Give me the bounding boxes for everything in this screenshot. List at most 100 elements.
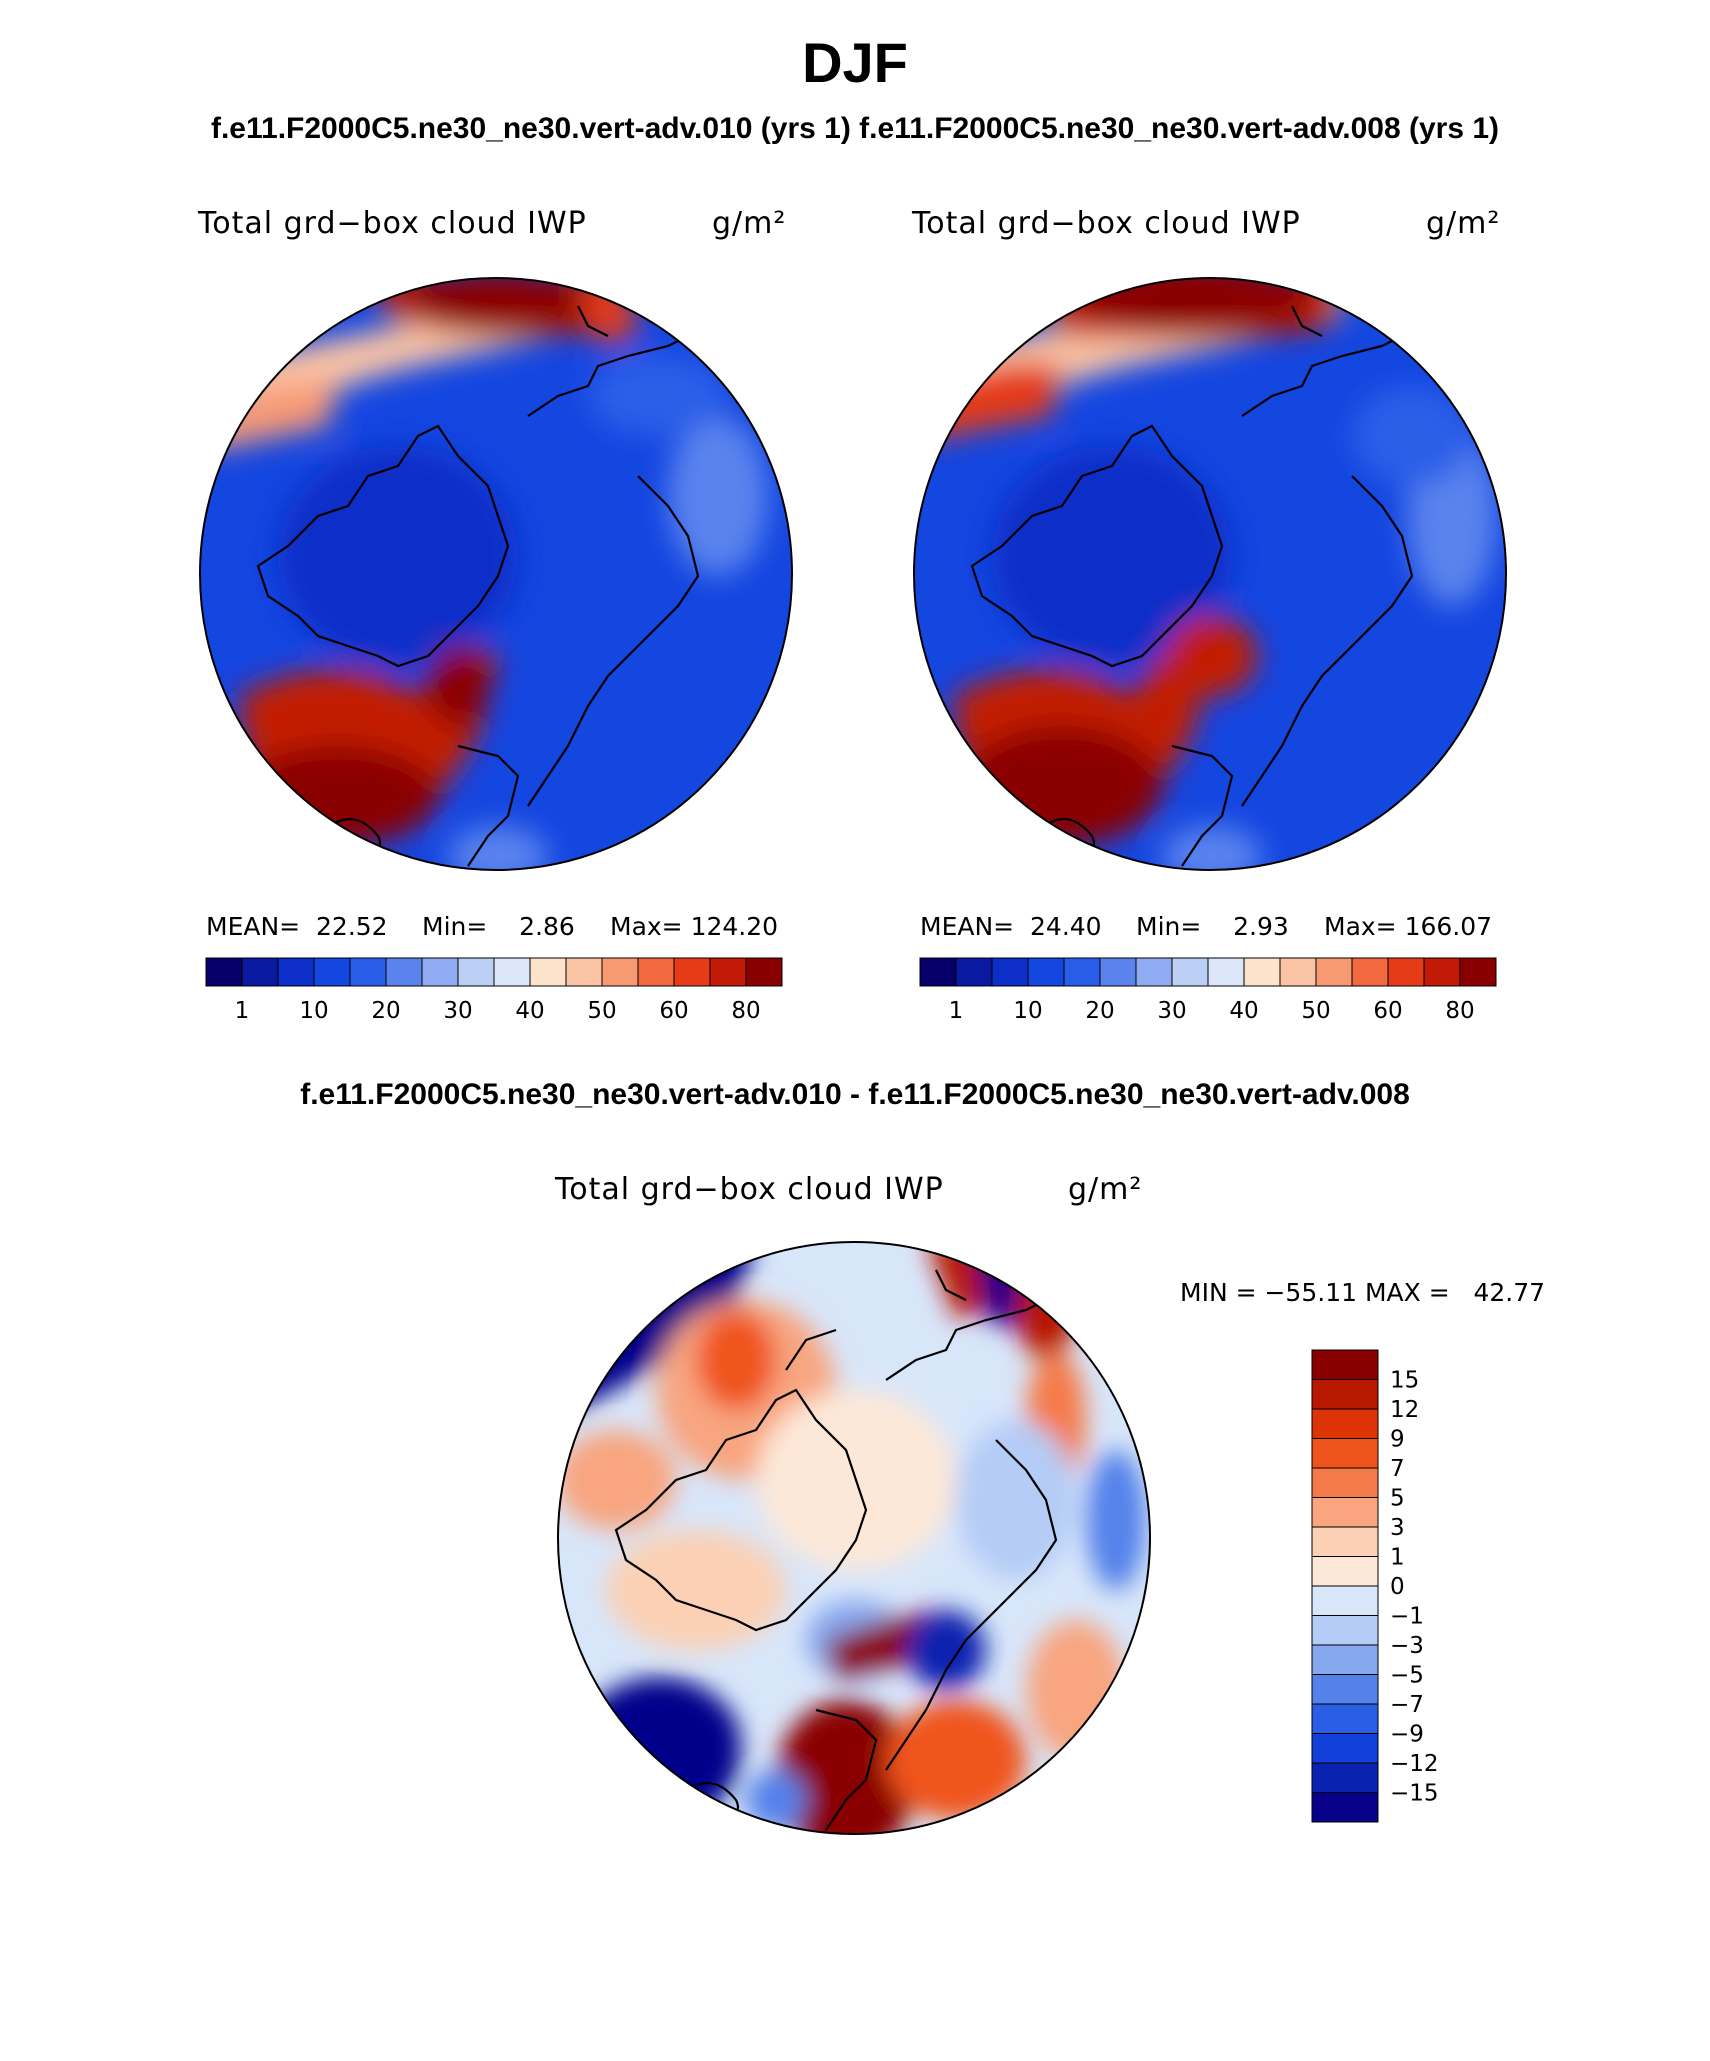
diff-colorbar-box: [1311, 1556, 1379, 1587]
diff-colorbar-tick-label: −3: [1390, 1633, 1424, 1659]
colorbar-box: [1423, 957, 1461, 987]
diff-colorbar-box: [1311, 1703, 1379, 1734]
colorbar-box: [457, 957, 495, 987]
diff-colorbar-tick-label: −7: [1390, 1692, 1424, 1718]
diff-colorbar-box: [1311, 1792, 1379, 1823]
diff-colorbar-box: [1311, 1408, 1379, 1439]
diff-colorbar-box: [1311, 1379, 1379, 1410]
colorbar-tick-label: 20: [1085, 998, 1114, 1024]
page-title: DJF: [802, 31, 908, 94]
colorbar-box: [637, 957, 675, 987]
cases-title: f.e11.F2000C5.ne30_ne30.vert-adv.010 (yr…: [210, 112, 1500, 145]
panel1-min: Min= 2.86: [422, 912, 575, 941]
diff-variable-label: Total grd−box cloud IWP: [555, 1172, 944, 1207]
panel1-polar-map: [199, 277, 793, 871]
colorbar-box: [385, 957, 423, 987]
colorbar-box: [1243, 957, 1281, 987]
colorbar-box: [1207, 957, 1245, 987]
diff-colorbar-box: [1311, 1585, 1379, 1616]
panel2-mean: MEAN= 24.40: [920, 912, 1102, 941]
colorbar-box: [919, 957, 957, 987]
diff-colorbar-tick-label: 5: [1390, 1486, 1405, 1512]
colorbar-box: [1351, 957, 1389, 987]
panel1-mean: MEAN= 22.52: [206, 912, 388, 941]
colorbar-box: [1387, 957, 1425, 987]
colorbar-box: [529, 957, 567, 987]
diff-colorbar-tick-label: −12: [1390, 1751, 1439, 1777]
colorbar-tick-label: 1: [235, 998, 250, 1024]
diff-colorbar-tick-label: 7: [1390, 1456, 1405, 1482]
colorbar-box: [1315, 957, 1353, 987]
colorbar-box: [421, 957, 459, 987]
colorbar-tick-label: 30: [1157, 998, 1186, 1024]
diff-colorbar-box: [1311, 1733, 1379, 1764]
diff-colorbar-tick-label: 0: [1390, 1574, 1405, 1600]
diff-colorbar-box: [1311, 1674, 1379, 1705]
colorbar-box: [709, 957, 747, 987]
diff-units-label: g/m²: [1068, 1172, 1143, 1207]
colorbar-box: [601, 957, 639, 987]
diff-colorbar-tick-label: −1: [1390, 1604, 1424, 1630]
colorbar-box: [241, 957, 279, 987]
colorbar-tick-label: 80: [731, 998, 760, 1024]
diff-colorbar-box: [1311, 1438, 1379, 1469]
diff-colorbar-box: [1311, 1467, 1379, 1498]
colorbar-box: [493, 957, 531, 987]
diff-colorbar-tick-label: 12: [1390, 1397, 1419, 1423]
colorbar-tick-label: 10: [299, 998, 328, 1024]
colorbar-box: [991, 957, 1029, 987]
diff-polar-map: [557, 1241, 1151, 1835]
colorbar-box: [1135, 957, 1173, 987]
colorbar-box: [277, 957, 315, 987]
colorbar-box: [1099, 957, 1137, 987]
colorbar-tick-label: 1: [949, 998, 964, 1024]
diff-colorbar-box: [1311, 1644, 1379, 1675]
colorbar-box: [565, 957, 603, 987]
colorbar-box: [955, 957, 993, 987]
colorbar-box: [1171, 957, 1209, 987]
diff-colorbar-tick-label: −5: [1390, 1663, 1424, 1689]
diff-colorbar-box: [1311, 1615, 1379, 1646]
diff-colorbar-tick-label: 1: [1390, 1545, 1405, 1571]
panel1-units-label: g/m²: [712, 206, 787, 241]
colorbar-box: [745, 957, 783, 987]
diff-title: f.e11.F2000C5.ne30_ne30.vert-adv.010 - f…: [300, 1078, 1410, 1111]
colorbar-tick-label: 50: [1301, 998, 1330, 1024]
colorbar-tick-label: 60: [659, 998, 688, 1024]
diff-colorbar-box: [1311, 1349, 1379, 1380]
colorbar-box: [1279, 957, 1317, 987]
panel1-variable-label: Total grd−box cloud IWP: [198, 206, 587, 241]
diff-colorbar-box: [1311, 1497, 1379, 1528]
colorbar-tick-label: 60: [1373, 998, 1402, 1024]
colorbar-tick-label: 20: [371, 998, 400, 1024]
colorbar-box: [1459, 957, 1497, 987]
panel1-max: Max= 124.20: [610, 912, 779, 941]
colorbar-tick-label: 30: [443, 998, 472, 1024]
diff-colorbar-tick-label: 15: [1390, 1368, 1419, 1394]
panel2-variable-label: Total grd−box cloud IWP: [912, 206, 1301, 241]
colorbar-tick-label: 80: [1445, 998, 1474, 1024]
colorbar-box: [313, 957, 351, 987]
diff-minmax: MIN = −55.11 MAX = 42.77: [1180, 1278, 1546, 1307]
diff-colorbar-box: [1311, 1762, 1379, 1793]
panel2-max: Max= 166.07: [1324, 912, 1493, 941]
colorbar-tick-label: 40: [515, 998, 544, 1024]
diff-colorbar-tick-label: 3: [1390, 1515, 1405, 1541]
panel2-min: Min= 2.93: [1136, 912, 1289, 941]
diff-colorbar-tick-label: −15: [1390, 1781, 1439, 1807]
diff-colorbar-tick-label: −9: [1390, 1722, 1424, 1748]
panel1-colorbar: 1 10 20 30 40 50 60 80: [205, 957, 783, 1024]
colorbar-tick-label: 10: [1013, 998, 1042, 1024]
panel2-colorbar: 1 10 20 30 40 50 60 80: [919, 957, 1497, 1024]
colorbar-tick-label: 50: [587, 998, 616, 1024]
colorbar-box: [673, 957, 711, 987]
diff-colorbar: 15 12 9 7 5 3 1 0 −1 −3 −5 −7 −9 −12 −15: [1311, 1349, 1439, 1823]
panel2-units-label: g/m²: [1426, 206, 1501, 241]
diff-colorbar-tick-label: 9: [1390, 1427, 1405, 1453]
colorbar-tick-label: 40: [1229, 998, 1258, 1024]
colorbar-box: [205, 957, 243, 987]
colorbar-box: [1063, 957, 1101, 987]
colorbar-box: [349, 957, 387, 987]
colorbar-box: [1027, 957, 1065, 987]
diff-colorbar-box: [1311, 1526, 1379, 1557]
